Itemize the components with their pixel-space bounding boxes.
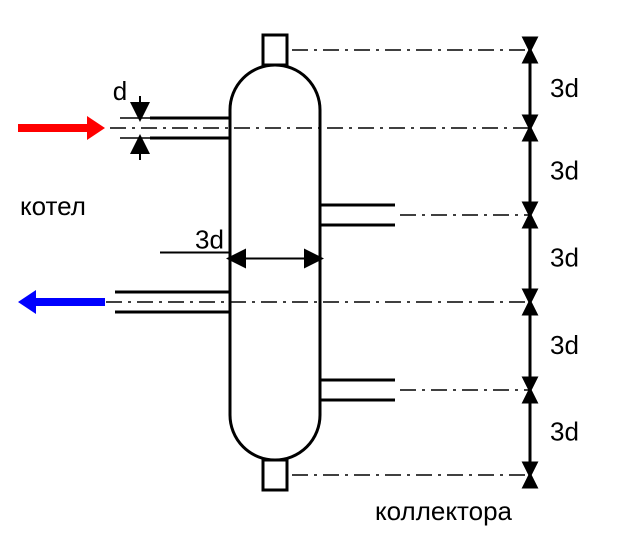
label-kotel: котел — [20, 191, 86, 221]
width-dimension — [160, 253, 320, 259]
top-stub — [263, 35, 287, 65]
label-width-3d: 3d — [195, 225, 224, 255]
hot-arrow — [18, 116, 105, 140]
dimension-axis — [524, 38, 536, 487]
bottom-stub — [263, 460, 287, 490]
dim-label-2: 3d — [550, 156, 579, 186]
centerlines — [75, 50, 530, 475]
dim-label-5: 3d — [550, 417, 579, 447]
label-kollektora: коллектора — [375, 496, 513, 526]
cold-arrow — [18, 290, 105, 314]
vessel-body — [230, 65, 320, 460]
dim-label-3: 3d — [550, 243, 579, 273]
label-d: d — [113, 76, 127, 106]
dim-label-4: 3d — [550, 330, 579, 360]
dim-label-1: 3d — [550, 73, 579, 103]
